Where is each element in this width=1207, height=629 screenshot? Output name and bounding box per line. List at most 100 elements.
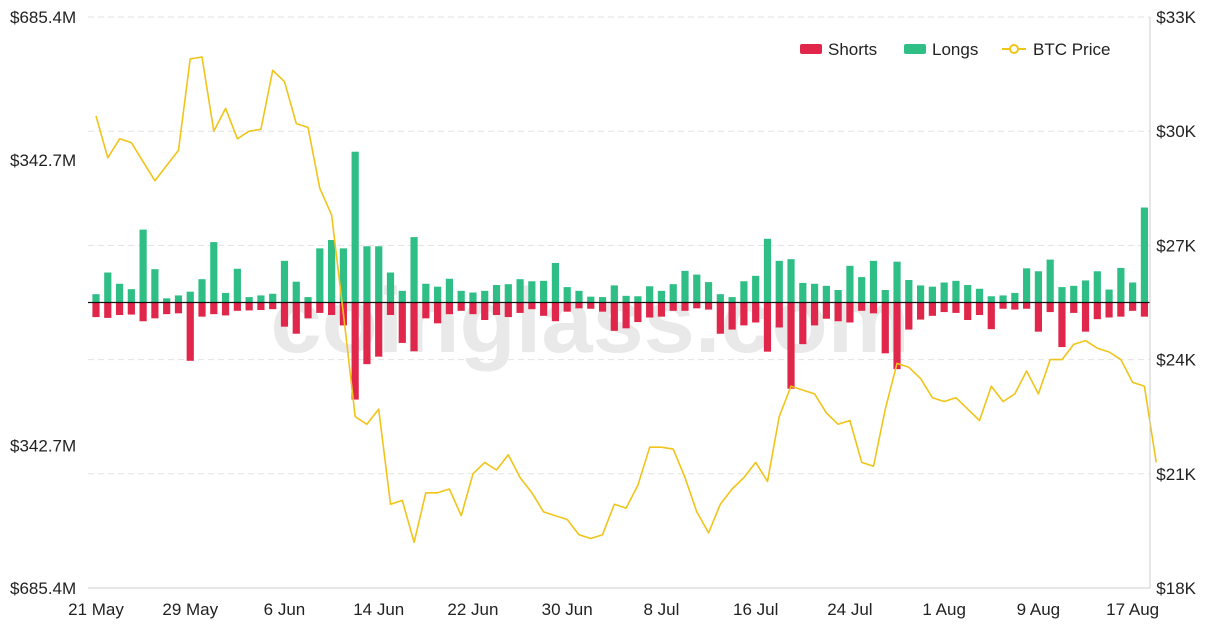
short-bar [375,302,383,357]
short-bar [233,302,241,311]
left-axis: $685.4M $342.7M $342.7M $685.4M [10,8,76,598]
left-axis-tick-label: $342.7M [10,436,76,455]
long-bar [1105,289,1113,303]
short-bar [1070,302,1078,313]
right-axis-tick-label: $18K [1156,579,1196,598]
legend-label-shorts[interactable]: Shorts [828,40,877,59]
short-bar [752,302,760,323]
short-bar [174,302,183,314]
long-bar [763,238,772,303]
x-axis-tick-label: 6 Jun [264,600,306,619]
long-bar [893,261,901,303]
short-bar [304,302,312,319]
short-bar [846,302,854,323]
long-bar [1140,207,1149,303]
long-bar [975,288,984,303]
short-bar [928,302,936,316]
long-bar [716,294,724,303]
long-bar [481,290,489,303]
long-bar [422,283,430,303]
long-bar [492,285,501,303]
x-axis-tick-label: 21 May [68,600,124,619]
right-axis-tick-label: $30K [1156,122,1196,141]
short-bar [481,302,489,320]
long-bar [139,229,147,303]
long-bar [434,286,442,303]
short-bar [127,302,135,315]
long-bar [1070,285,1078,303]
long-bar [292,281,300,303]
long-bar [952,280,960,303]
long-bar [351,151,359,303]
long-bar [339,248,347,303]
legend-label-btc-price[interactable]: BTC Price [1033,40,1110,59]
long-bar [752,275,760,303]
long-bar [740,281,748,303]
long-bar [304,297,312,303]
long-bar [233,268,241,303]
long-bar [869,260,878,303]
bars-layer [92,151,1149,400]
short-bar [516,302,524,313]
long-bar [174,295,183,303]
short-bar [716,302,724,334]
long-bar [587,296,595,303]
short-bar [834,302,842,322]
long-bar [115,283,124,303]
short-bar [740,302,748,326]
long-bar [469,292,477,303]
short-bar [422,302,430,319]
short-bar [551,302,560,322]
right-axis-tick-label: $33K [1156,8,1196,27]
long-bar [127,289,135,303]
long-bar [881,290,889,303]
left-axis-tick-label: $685.4M [10,579,76,598]
short-bar [1023,302,1031,309]
short-bar [893,302,901,370]
long-bar [528,281,536,303]
long-bar [657,290,666,303]
x-axis-tick-label: 17 Aug [1106,600,1159,619]
short-bar [1105,302,1113,318]
short-bar [504,302,512,318]
long-bar [104,272,112,303]
right-axis: $33K $30K $27K $24K $21K $18K [1149,8,1197,598]
short-bar [398,302,406,343]
short-bar [386,302,395,315]
short-bar [869,302,878,314]
short-bar [139,302,147,322]
long-bar [257,295,265,303]
short-bar [280,302,289,327]
short-bar [363,302,371,365]
long-bar [563,287,571,303]
long-bar [316,248,324,303]
long-bar [669,284,677,303]
short-bar [587,302,595,309]
legend-swatch-shorts [800,44,822,54]
long-bar [775,260,783,303]
short-bar [787,302,795,389]
short-bar [163,302,171,315]
short-bar [975,302,984,315]
legend-label-longs[interactable]: Longs [932,40,978,59]
long-bar [1058,287,1066,303]
long-bar [987,296,995,303]
long-bar [575,290,583,303]
short-bar [1034,302,1042,332]
long-bar [964,285,972,303]
short-bar [186,302,194,361]
short-bar [799,302,807,345]
long-bar [905,280,913,303]
short-bar [940,302,948,313]
x-axis-tick-label: 24 Jul [827,600,872,619]
short-bar [917,302,925,320]
legend-swatch-longs [904,44,926,54]
x-axis-tick-label: 22 Jun [447,600,498,619]
short-bar [540,302,548,316]
long-bar [457,290,465,303]
short-bar [245,302,253,311]
left-axis-tick-label: $685.4M [10,8,76,27]
short-bar [292,302,300,334]
long-bar [646,286,654,303]
short-bar [257,302,265,310]
